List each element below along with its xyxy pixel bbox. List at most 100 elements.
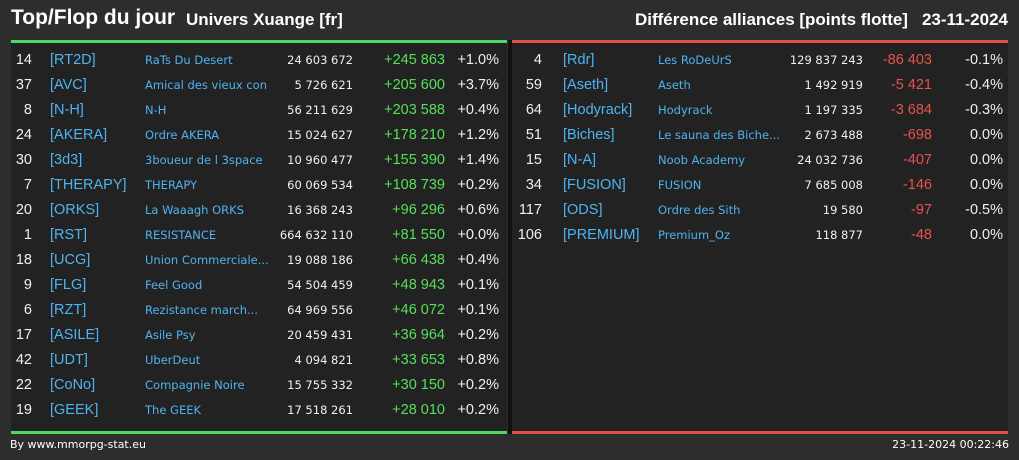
alliance-tag: [N-H]	[50, 102, 84, 118]
alliance-tag: [GEEK]	[50, 402, 99, 418]
points-value: 24 032 736	[797, 153, 863, 167]
alliance-tag: [THERAPY]	[50, 177, 127, 193]
table-row: 9 [FLG] Feel Good 54 504 459 +48 943 +0.1%	[11, 273, 507, 298]
table-row: 4 [Rdr] Les RoDeUrS 129 837 243 -86 403 -0.1%	[512, 48, 1008, 73]
table-row: 51 [Biches] Le sauna des Biche... 2 673 488…	[512, 123, 1008, 148]
alliance-name: Premium_Oz	[658, 228, 731, 242]
table-row: 14 [RT2D] RaTs Du Desert 24 603 672 +245 863…	[11, 48, 507, 73]
alliance-name: La Waaagh ORKS	[145, 203, 245, 217]
table-row: 64 [Hodyrack] Hodyrack 1 197 335 -3 684 -0.3%	[512, 98, 1008, 123]
top-accent-bar	[11, 431, 507, 434]
table-row: 8 [N-H] N-H 56 211 629 +203 588 +0.4%	[11, 98, 507, 123]
percent-change: +0.4%	[457, 102, 499, 118]
alliance-tag: [Biches]	[563, 127, 615, 143]
percent-change: +3.7%	[457, 77, 499, 93]
alliance-name: Aseth	[658, 78, 691, 92]
percent-change: +0.8%	[457, 352, 499, 368]
rank-cell: 1	[23, 227, 32, 243]
percent-change: +0.2%	[457, 177, 499, 193]
points-value: 10 960 477	[287, 153, 353, 167]
points-value: 118 877	[815, 228, 863, 242]
diff-value: -48	[911, 227, 932, 243]
diff-value: +203 588	[384, 102, 445, 118]
top-losers-table: 4 [Rdr] Les RoDeUrS 129 837 243 -86 403 -0.1%…	[512, 40, 1008, 433]
category-label: Différence alliances [points flotte]	[634, 10, 908, 29]
points-value: 664 632 110	[279, 228, 353, 242]
rank-cell: 30	[15, 152, 32, 168]
alliance-name: RaTs Du Desert	[145, 53, 233, 67]
points-value: 64 969 556	[287, 303, 353, 317]
header: Top/Flop du jour Univers Xuange [fr] Dif…	[0, 0, 1019, 40]
points-value: 54 504 459	[287, 278, 353, 292]
alliance-name: Le sauna des Biche...	[658, 128, 781, 142]
diff-value: +30 150	[392, 377, 445, 393]
rank-cell: 64	[525, 102, 542, 118]
percent-change: +0.2%	[457, 377, 499, 393]
points-value: 20 459 431	[287, 328, 353, 342]
percent-change: +0.6%	[457, 202, 499, 218]
rank-cell: 22	[15, 377, 32, 393]
points-value: 24 603 672	[287, 53, 353, 67]
percent-change: 0.0%	[969, 177, 1003, 193]
rank-cell: 19	[15, 402, 32, 418]
alliance-name: 3boueur de l 3space	[145, 153, 263, 167]
diff-value: -86 403	[882, 52, 932, 68]
diff-value: -407	[902, 152, 932, 168]
rank-cell: 7	[23, 177, 32, 193]
table-row: 106 [PREMIUM] Premium_Oz 118 877 -48 0.0%	[512, 223, 1008, 248]
alliance-tag: [RST]	[50, 227, 88, 243]
percent-change: -0.5%	[965, 202, 1003, 218]
points-value: 129 837 243	[789, 53, 863, 67]
diff-value: +205 600	[384, 77, 445, 93]
alliance-name: RESISTANCE	[145, 228, 217, 242]
alliance-tag: [UDT]	[50, 352, 88, 368]
alliance-name: Feel Good	[145, 278, 203, 292]
source-credit: By www.mmorpg-stat.eu	[10, 438, 146, 451]
alliance-name: Compagnie Noire	[145, 378, 245, 392]
rank-cell: 42	[15, 352, 32, 368]
alliance-name: Union Commerciale...	[145, 253, 269, 267]
diff-value: +33 653	[392, 352, 445, 368]
diff-value: +46 072	[392, 302, 445, 318]
rank-cell: 51	[525, 127, 542, 143]
diff-value: +81 550	[392, 227, 445, 243]
rank-cell: 8	[23, 102, 32, 118]
rank-cell: 24	[15, 127, 32, 143]
points-value: 5 726 621	[294, 78, 353, 92]
alliance-tag: [UCG]	[50, 252, 91, 268]
percent-change: 0.0%	[969, 127, 1003, 143]
diff-value: -97	[911, 202, 932, 218]
table-row: 20 [ORKS] La Waaagh ORKS 16 368 243 +96 296 +…	[11, 198, 507, 223]
alliance-name: N-H	[145, 103, 167, 117]
percent-change: +1.0%	[457, 52, 499, 68]
diff-value: +178 210	[384, 127, 445, 143]
alliance-tag: [ODS]	[563, 202, 603, 218]
flop-accent-bar	[512, 431, 1008, 434]
points-value: 17 518 261	[287, 403, 353, 417]
alliance-name: Ordre AKERA	[145, 128, 220, 142]
points-value: 16 368 243	[287, 203, 353, 217]
page-title: Top/Flop du jour	[11, 6, 176, 29]
rank-cell: 6	[23, 302, 32, 318]
percent-change: -0.1%	[965, 52, 1003, 68]
header-right: Différence alliances [points flotte] 23-1…	[635, 10, 1008, 30]
table-row: 34 [FUSION] FUSION 7 685 008 -146 0.0%	[512, 173, 1008, 198]
alliance-tag: [FUSION]	[563, 177, 626, 193]
table-row: 24 [AKERA] Ordre AKERA 15 024 627 +178 210 +1…	[11, 123, 507, 148]
percent-change: 0.0%	[969, 227, 1003, 243]
points-value: 60 069 534	[287, 178, 353, 192]
alliance-name: Asile Psy	[145, 328, 196, 342]
percent-change: +1.2%	[457, 127, 499, 143]
percent-change: +0.0%	[457, 227, 499, 243]
diff-value: +96 296	[392, 202, 445, 218]
header-date: 23-11-2024	[921, 10, 1008, 29]
rank-cell: 15	[525, 152, 542, 168]
table-row: 117 [ODS] Ordre des Sith 19 580 -97 -0.5%	[512, 198, 1008, 223]
points-value: 15 755 332	[287, 378, 353, 392]
table-row: 18 [UCG] Union Commerciale... 19 088 186 +66…	[11, 248, 507, 273]
alliance-name: Hodyrack	[658, 103, 713, 117]
table-row: 15 [N-A] Noob Academy 24 032 736 -407 0.0%	[512, 148, 1008, 173]
rank-cell: 59	[525, 77, 542, 93]
alliance-tag: [PREMIUM]	[563, 227, 640, 243]
